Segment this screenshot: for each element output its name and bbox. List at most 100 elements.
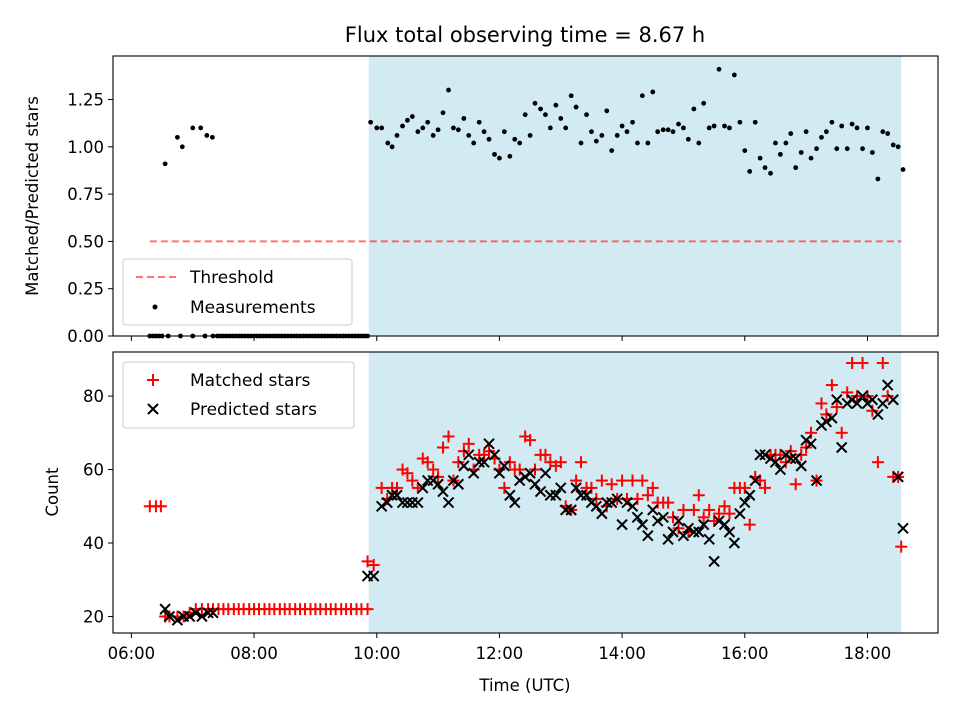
matched-star-marker — [390, 481, 403, 494]
measurement-point — [440, 110, 446, 116]
predicted-star-marker — [754, 449, 766, 461]
x-tick-label: 18:00 — [844, 644, 892, 663]
measurement-point — [696, 140, 702, 146]
measurement-point — [639, 93, 645, 99]
predicted-star-marker — [432, 478, 444, 490]
measurement-point — [880, 129, 886, 135]
measurement-point — [425, 119, 431, 125]
matched-star-marker — [820, 408, 833, 421]
matched-star-marker — [662, 496, 675, 509]
measurement-point — [379, 125, 385, 131]
measurement-point — [374, 125, 380, 131]
predicted-star-marker — [708, 555, 720, 568]
measurement-point — [742, 148, 748, 153]
measurement-point — [747, 169, 753, 174]
measurement-point — [190, 125, 196, 131]
x-axis-label: Time (UTC) — [478, 676, 570, 695]
measurement-point — [385, 140, 391, 146]
measurement-point — [768, 170, 773, 176]
predicted-star-marker — [483, 438, 495, 450]
predicted-star-marker — [550, 489, 562, 501]
predicted-star-marker — [534, 485, 547, 498]
predicted-star-marker — [401, 496, 414, 509]
predicted-star-marker — [580, 489, 593, 501]
predicted-star-marker — [739, 496, 751, 509]
measurement-point — [558, 116, 564, 121]
predicted-star-marker — [667, 526, 679, 538]
matched-star-marker — [881, 390, 894, 403]
matched-star-marker — [641, 489, 654, 502]
measurement-point — [446, 87, 451, 93]
measurement-point — [593, 138, 599, 144]
matched-star-marker — [871, 456, 884, 469]
measurement-point — [865, 125, 870, 131]
measurement-point — [420, 125, 426, 131]
matched-star-marker — [498, 481, 511, 494]
x-tick-label: 10:00 — [353, 644, 401, 663]
top-y-tick-label: 0.25 — [67, 280, 104, 299]
x-tick-label: 12:00 — [476, 644, 524, 663]
predicted-star-marker — [626, 500, 639, 512]
predicted-star-marker — [202, 607, 214, 619]
measurement-point — [900, 167, 906, 172]
observing-window-band — [368, 56, 902, 336]
measurement-point — [691, 106, 697, 112]
measurement-point — [624, 129, 630, 135]
measurement-point — [512, 136, 518, 142]
measurement-point — [860, 146, 865, 152]
measurement-point — [507, 153, 513, 159]
measurement-point — [655, 129, 661, 135]
measurement-point — [409, 114, 415, 119]
measurement-point — [814, 146, 819, 152]
predicted-star-marker — [498, 460, 511, 472]
predicted-star-marker — [734, 507, 746, 520]
measurement-point — [589, 129, 594, 135]
predicted-star-marker — [473, 456, 485, 468]
measurement-point — [553, 102, 559, 108]
measurement-point — [711, 123, 717, 129]
top-panel: 0.00 0.25 0.50 0.75 1.00 1.25 Matched/Predict… — [23, 55, 939, 346]
predicted-star-marker — [529, 478, 541, 490]
predicted-star-marker — [887, 394, 899, 406]
predicted-star-marker — [851, 397, 863, 410]
measurement-point — [777, 151, 783, 157]
matched-star-marker — [856, 357, 869, 370]
predicted-star-marker — [713, 515, 725, 527]
measurement-point — [681, 125, 686, 131]
matched-star-marker — [513, 463, 526, 476]
matched-star-marker — [759, 481, 772, 494]
measurement-point — [773, 140, 778, 146]
measurement-point — [834, 146, 840, 152]
bottom-x-ticks: 06:00 08:00 10:00 12:00 14:00 16:00 18:00 — [108, 633, 892, 663]
predicted-star-marker — [897, 522, 909, 535]
top-axes-frame — [112, 55, 939, 337]
matched-star-marker — [692, 489, 705, 502]
matched-star-marker — [825, 379, 838, 392]
measurement-point — [538, 106, 543, 112]
matched-star-marker — [795, 448, 808, 461]
legend-threshold-label: Threshold — [189, 268, 274, 288]
top-measurement-points — [147, 66, 906, 339]
matched-star-marker — [483, 445, 496, 458]
predicted-star-marker — [590, 500, 603, 512]
measurement-point — [819, 134, 824, 140]
measurement-point — [584, 112, 589, 118]
measurement-point — [471, 140, 477, 146]
x-tick-label: 08:00 — [230, 644, 278, 663]
predicted-star-marker — [381, 496, 393, 509]
matched-star-marker — [697, 511, 710, 524]
matched-star-marker — [367, 559, 380, 572]
legend-matched-swatch — [147, 374, 159, 386]
legend-predicted-swatch — [147, 403, 159, 415]
matched-star-marker — [554, 456, 567, 469]
predicted-star-marker — [810, 474, 823, 487]
matched-star-marker — [437, 441, 449, 454]
predicted-star-marker — [805, 438, 817, 450]
matched-star-marker — [154, 500, 167, 513]
matched-star-marker — [713, 507, 726, 520]
predicted-star-marker — [657, 511, 669, 524]
measurement-point — [461, 116, 467, 121]
predicted-star-marker — [682, 522, 695, 535]
matched-star-marker — [595, 474, 608, 487]
